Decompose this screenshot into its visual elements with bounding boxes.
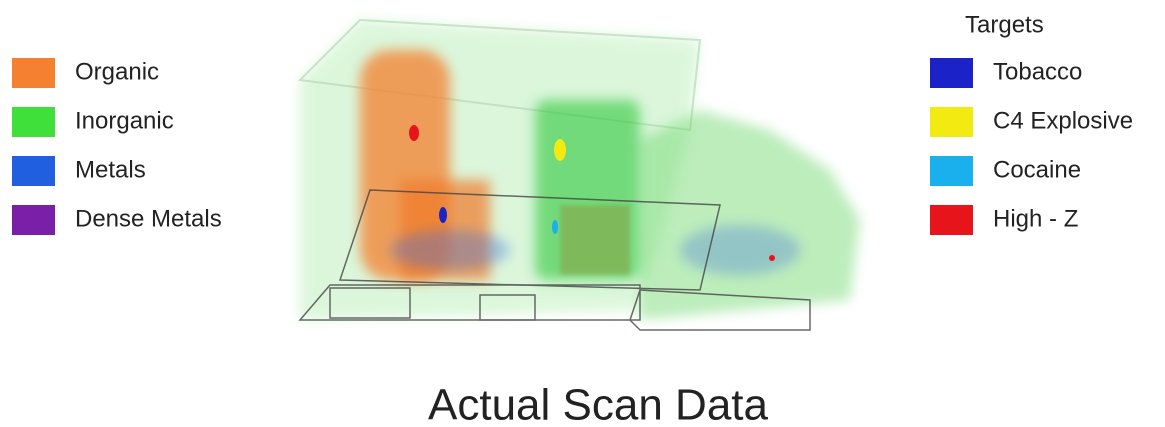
legend-swatch	[12, 58, 55, 88]
caption: Actual Scan Data	[428, 381, 768, 427]
legend-label: Inorganic	[75, 107, 174, 134]
legend: Organic Inorganic Metals Dense Metals	[12, 58, 222, 235]
legend-label: C4 Explosive	[993, 107, 1133, 134]
legend-label: Dense Metals	[75, 205, 222, 232]
legend-swatch	[930, 205, 973, 235]
figure: Organic Inorganic Metals Dense Metals Targe…	[0, 0, 1165, 427]
legend-swatch	[930, 107, 973, 137]
legend-label: Cocaine	[993, 156, 1081, 183]
legend-label: High - Z	[993, 205, 1078, 232]
legend-label: Tobacco	[993, 58, 1082, 85]
legend-swatch	[930, 156, 973, 186]
legend-swatch	[930, 58, 973, 88]
legend-label: Organic	[75, 58, 159, 85]
legend-swatch	[12, 107, 55, 137]
legend-swatch	[12, 156, 55, 186]
targets-legend: Targets Tobacco C4 Explosive Cocaine High -…	[930, 11, 1133, 235]
legend-swatch	[12, 205, 55, 235]
truck-scan	[300, 20, 860, 330]
legend-title: Targets	[965, 11, 1044, 38]
legend-label: Metals	[75, 156, 146, 183]
